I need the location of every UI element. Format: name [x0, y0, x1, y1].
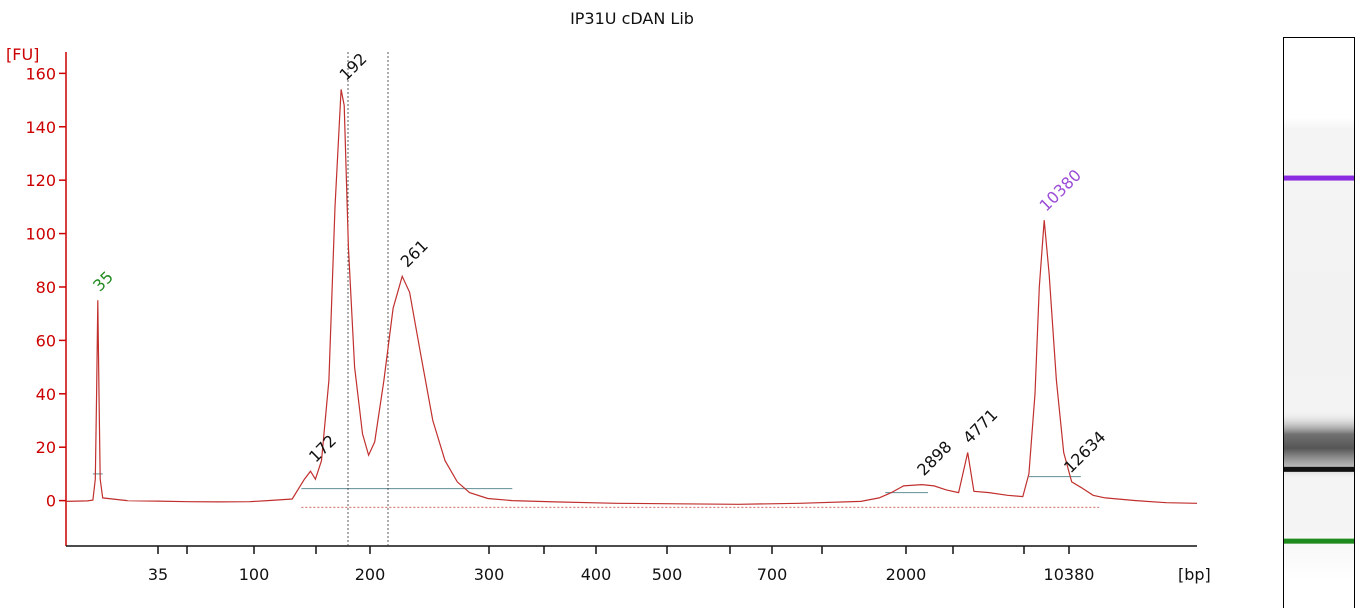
- peak-label: 4771: [959, 405, 1001, 447]
- y-axis-label: [FU]: [6, 45, 39, 64]
- peak-label: 10380: [1036, 166, 1085, 215]
- x-tick-label: 2000: [886, 565, 927, 584]
- x-tick-label: 500: [652, 565, 683, 584]
- y-tick-label: 0: [46, 492, 56, 511]
- y-tick-label: 60: [36, 331, 56, 350]
- x-tick-label: 400: [581, 565, 612, 584]
- x-tick-label: 300: [474, 565, 505, 584]
- x-ticks: 35 100 200 300 400 500 700 2000 10380: [148, 546, 1095, 584]
- y-tick-label: 140: [25, 118, 56, 137]
- y-tick-label: 80: [36, 278, 56, 297]
- x-tick-label: 700: [757, 565, 788, 584]
- y-tick-label: 120: [25, 171, 56, 190]
- gel-band-upper-marker: [1284, 175, 1354, 181]
- baseline-segments: [92, 52, 1100, 546]
- peak-label: 172: [305, 431, 340, 466]
- peak-label: 192: [336, 49, 371, 84]
- chart-title: IP31U cDAN Lib: [570, 9, 694, 28]
- x-axis-label: [bp]: [1178, 565, 1211, 584]
- gel-lane: [1283, 37, 1355, 608]
- x-tick-label: 10380: [1044, 565, 1095, 584]
- x-tick-label: 35: [148, 565, 168, 584]
- series-group: [65, 89, 1198, 505]
- gel-band-lower-marker: [1284, 538, 1354, 544]
- y-tick-label: 160: [25, 64, 56, 83]
- x-tick-label: 200: [355, 565, 386, 584]
- peak-label: 35: [89, 267, 117, 295]
- y-tick-label: 100: [25, 225, 56, 244]
- series-line: [65, 89, 1198, 505]
- y-tick-label: 20: [36, 438, 56, 457]
- peak-label: 2898: [913, 437, 955, 479]
- x-tick-label: 100: [239, 565, 270, 584]
- y-ticks: 0 20 40 60 80 100 120 140 160: [25, 64, 66, 511]
- gel-band-dark: [1284, 466, 1354, 472]
- y-tick-label: 40: [36, 385, 56, 404]
- peak-label: 261: [397, 236, 432, 271]
- electropherogram-chart: IP31U cDAN Lib [FU] [bp] 0 20 40 60 80 100 120…: [6, 9, 1211, 584]
- gel-lane-image: [1284, 38, 1354, 608]
- peak-label: 12634: [1060, 427, 1109, 476]
